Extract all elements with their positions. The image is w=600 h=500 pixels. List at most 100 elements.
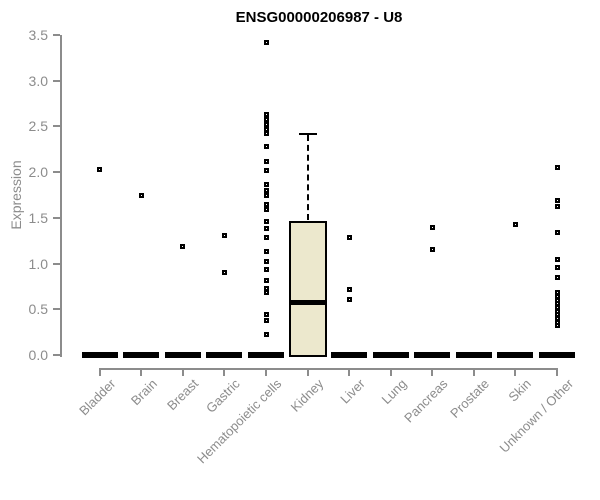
category-label: Brain [127,376,160,409]
outlier-point [263,207,269,213]
category-label: Pancreas [401,376,451,426]
collapsed-box-zero-bar [497,352,534,358]
outlier-point [429,247,435,253]
y-axis-tick [53,308,60,311]
outlier-point [263,116,269,122]
y-axis-line [60,35,62,357]
x-axis-tick [306,370,309,376]
chart-title: ENSG00000206987 - U8 [235,9,403,26]
x-axis-tick [348,370,351,376]
x-axis-tick [181,370,184,376]
y-axis-tick [53,125,60,128]
outlier-point [263,167,269,173]
outlier-point [221,270,227,276]
outlier-point [263,219,269,224]
y-tick-label: 2.0 [28,164,48,181]
outlier-point [263,277,269,283]
outlier-point [554,197,560,203]
y-tick-label: 0.5 [28,301,48,318]
outlier-point [263,312,269,318]
category-label: Gastric [203,376,244,416]
upper-whisker [306,134,309,220]
outlier-point [429,225,435,231]
outlier-point [263,267,269,273]
category-label: Kidney [287,376,327,415]
outlier-point [554,204,560,210]
collapsed-box-zero-bar [539,352,576,358]
outlier-point [346,296,352,302]
category-label: Liver [337,376,368,407]
outlier-point [263,201,269,207]
y-axis-tick [53,262,60,265]
outlier-point [263,144,269,150]
outlier-point [512,221,518,227]
y-tick-label: 3.5 [28,27,48,43]
collapsed-box-zero-bar [81,352,118,358]
outlier-point [263,112,269,118]
outlier-point [263,290,269,296]
outlier-point [263,131,269,137]
median-line [290,299,325,305]
x-axis-tick [431,370,434,376]
outlier-point [138,192,144,198]
collapsed-box-zero-bar [455,352,492,358]
y-tick-label: 0.0 [28,347,48,363]
outlier-point [346,234,352,240]
x-axis-tick [98,370,101,376]
outlier-point [554,229,560,235]
outlier-point [554,264,560,270]
outlier-point [263,332,269,338]
outlier-point [263,259,269,265]
x-axis-tick [556,370,559,376]
box-iqr [288,220,327,357]
outlier-point [263,126,269,132]
whisker-cap [298,132,317,135]
category-label: Prostate [447,376,493,421]
x-axis-line [98,368,559,370]
x-axis-tick [140,370,143,376]
outlier-point [263,249,269,255]
collapsed-box-zero-bar [372,352,409,358]
outlier-point [554,323,560,329]
y-axis-tick [53,79,60,82]
collapsed-box-zero-bar [248,352,285,358]
category-label: Skin [505,376,535,405]
outlier-point [263,122,269,128]
y-tick-label: 2.5 [28,118,48,135]
outlier-point [180,243,186,249]
category-label: Lung [378,376,410,408]
outlier-point [554,257,560,263]
outlier-point [346,286,352,292]
collapsed-box-zero-bar [123,352,160,358]
y-axis-tick [53,354,60,356]
x-axis-tick [472,370,475,376]
outlier-point [554,274,560,280]
outlier-point [263,285,269,291]
collapsed-box-zero-bar [164,352,201,358]
y-tick-label: 1.0 [28,255,48,272]
outlier-point [221,232,227,238]
outlier-point [263,158,269,164]
y-axis-tick [53,216,60,219]
category-label: Breast [164,376,202,414]
collapsed-box-zero-bar [331,352,368,358]
x-axis-tick [514,370,517,376]
outlier-point [263,235,269,241]
y-tick-label: 1.5 [28,209,48,226]
collapsed-box-zero-bar [414,352,451,358]
outlier-point [263,39,269,45]
collapsed-box-zero-bar [206,352,243,358]
y-axis-tick [53,171,60,174]
x-axis-tick [223,370,226,376]
outlier-point [263,182,269,188]
outlier-point [263,317,269,323]
y-axis-tick [53,34,60,36]
category-label: Bladder [76,376,119,419]
x-axis-tick [265,370,268,376]
outlier-point [263,187,269,193]
x-axis-tick [389,370,392,376]
y-tick-label: 3.0 [28,72,48,89]
outlier-point [263,226,269,232]
outlier-point [263,193,269,199]
